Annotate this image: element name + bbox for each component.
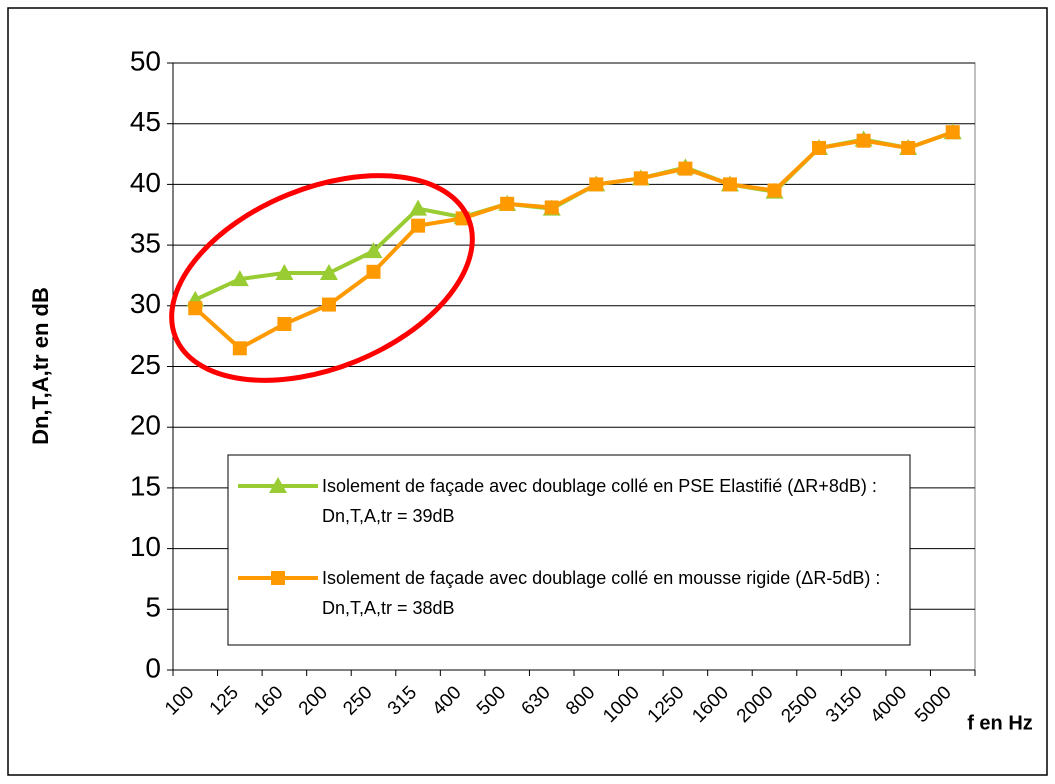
marker [500,196,515,211]
marker [901,140,916,155]
marker [411,218,426,233]
marker [633,171,648,186]
marker [364,242,383,259]
y-tick-label: 20 [130,410,161,441]
marker [271,571,285,585]
marker [812,140,827,155]
y-tick-label: 45 [130,106,161,137]
marker [544,200,559,215]
marker [945,125,960,140]
y-axis-label: Dn,T,A,tr en dB [28,287,53,445]
marker [230,270,249,287]
marker [722,177,737,192]
marker [232,341,247,356]
marker [409,199,428,216]
y-tick-label: 40 [130,167,161,198]
marker [277,317,292,332]
marker [678,161,693,176]
legend-label: Isolement de façade avec doublage collé … [322,568,881,618]
y-tick-label: 25 [130,349,161,380]
marker [321,297,336,312]
marker [319,264,338,281]
x-axis-label: f en Hz [967,712,1033,734]
marker [856,133,871,148]
marker [589,177,604,192]
legend-box [227,454,911,646]
legend-label: Isolement de façade avec doublage collé … [322,476,877,526]
highlight-ellipse [169,173,475,383]
series-line [193,130,954,351]
marker [188,301,203,316]
y-tick-label: 0 [145,652,161,683]
y-tick-label: 50 [130,45,161,76]
y-tick-label: 30 [130,288,161,319]
marker [767,183,782,198]
y-tick-label: 10 [130,531,161,562]
marker [366,264,381,279]
marker [269,477,287,493]
y-tick-label: 5 [145,592,161,623]
y-tick-label: 35 [130,227,161,258]
marker [275,264,294,281]
y-tick-label: 15 [130,470,161,501]
